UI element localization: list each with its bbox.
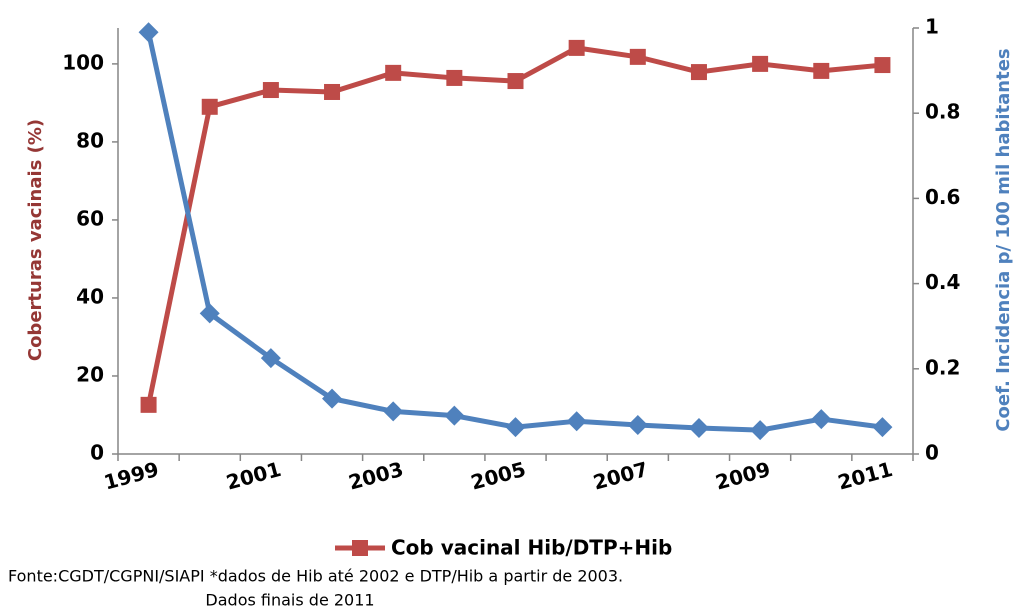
x-tick-label: 1999 (101, 457, 161, 495)
marker (872, 417, 893, 438)
x-tick-label: 2011 (835, 457, 895, 495)
marker (199, 303, 220, 324)
y-tick-label: 80 (76, 128, 104, 152)
y2-tick-label: 0 (925, 441, 939, 465)
marker (568, 39, 585, 56)
marker (262, 82, 279, 99)
marker (750, 420, 771, 441)
marker (446, 69, 463, 86)
marker (352, 540, 368, 556)
marker (688, 418, 709, 439)
y-tick-label: 0 (90, 441, 104, 465)
marker (690, 64, 707, 81)
y2-tick-label: 0.8 (925, 100, 960, 124)
marker (385, 64, 402, 81)
legend-label: Cob vacinal Hib/DTP+Hib (391, 536, 672, 560)
y-tick-label: 40 (76, 284, 104, 308)
x-tick-label: 2007 (591, 457, 651, 495)
marker (140, 396, 157, 413)
marker (505, 417, 526, 438)
y2-tick-label: 0.4 (925, 270, 960, 294)
marker (811, 409, 832, 430)
y2-tick-label: 1 (925, 15, 939, 39)
marker (566, 411, 587, 432)
source-note: Fonte:CGDT/CGPNI/SIAPI *dados de Hib até… (8, 567, 623, 586)
y2-tick-label: 0.6 (925, 185, 960, 209)
marker (260, 348, 281, 369)
marker (629, 48, 646, 65)
x-tick-label: 2003 (346, 457, 406, 495)
source-note: Dados finais de 2011 (205, 591, 374, 609)
marker (874, 57, 891, 74)
marker (324, 83, 341, 100)
marker (813, 62, 830, 79)
y-tick-label: 20 (76, 362, 104, 386)
marker (444, 405, 465, 426)
y-tick-label: 60 (76, 206, 104, 230)
marker (752, 55, 769, 72)
x-tick-label: 2009 (713, 457, 773, 495)
marker (322, 388, 343, 409)
marker (383, 401, 404, 422)
y2-axis-label: Coef. Incidencia p/ 100 mil habitantes (993, 48, 1014, 431)
marker (201, 98, 218, 115)
marker (507, 73, 524, 90)
y-axis-label: Coberturas vacinais (%) (25, 119, 46, 361)
x-tick-label: 2005 (468, 457, 528, 495)
marker (627, 415, 648, 436)
x-tick-label: 2001 (224, 457, 284, 495)
y2-tick-label: 0.2 (925, 355, 960, 379)
y-tick-label: 100 (62, 50, 104, 74)
marker (138, 22, 159, 43)
